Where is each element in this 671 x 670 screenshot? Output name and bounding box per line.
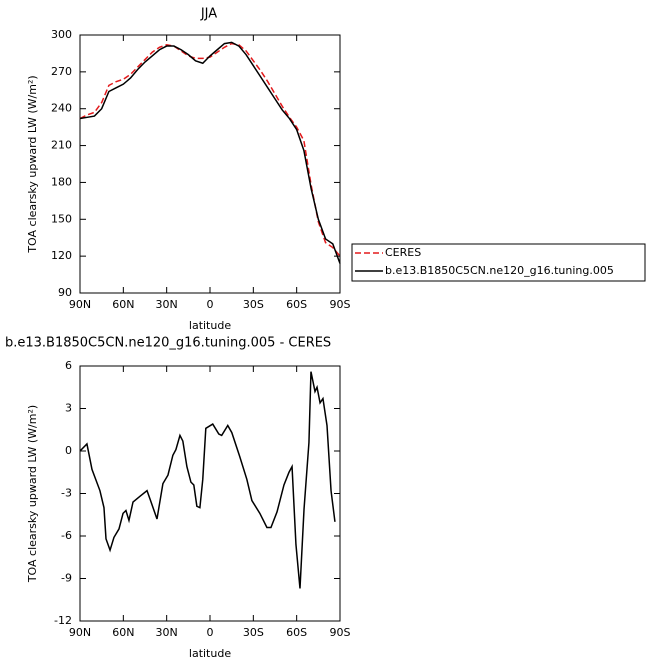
y-axis-label: TOA clearsky upward LW (W/m²) <box>26 405 39 583</box>
x-tick-label: 30N <box>156 626 178 639</box>
chart-title: b.e13.B1850C5CN.ne120_g16.tuning.005 - C… <box>5 336 331 351</box>
y-tick-label: 150 <box>51 212 72 225</box>
series-line <box>79 42 341 257</box>
x-tick-label: 90S <box>330 626 351 639</box>
y-tick-label: -12 <box>54 614 72 627</box>
legend-box <box>351 243 646 282</box>
x-tick-label: 60N <box>112 626 134 639</box>
y-tick-label: 6 <box>65 359 72 372</box>
x-tick-label: 90S <box>330 298 351 311</box>
x-tick-label: 0 <box>207 626 214 639</box>
x-axis-label: latitude <box>189 647 231 660</box>
series-line <box>79 41 341 264</box>
y-axis-label: TOA clearsky upward LW (W/m²) <box>26 75 39 253</box>
legend-label: CERES <box>385 246 421 259</box>
series-line <box>79 371 336 589</box>
y-tick-label: 3 <box>65 402 72 415</box>
x-tick-label: 30N <box>156 298 178 311</box>
y-tick-label: -9 <box>61 572 72 585</box>
x-tick-label: 60N <box>112 298 134 311</box>
y-tick-label: 180 <box>51 175 72 188</box>
y-tick-label: -6 <box>61 529 72 542</box>
x-tick-label: 0 <box>207 298 214 311</box>
y-tick-label: 120 <box>51 249 72 262</box>
x-tick-label: 90N <box>69 626 91 639</box>
x-axis-label: latitude <box>189 319 231 332</box>
x-tick-label: 30S <box>243 298 264 311</box>
y-tick-label: 270 <box>51 65 72 78</box>
x-tick-label: 30S <box>243 626 264 639</box>
plot-frame <box>79 34 341 294</box>
legend-label: b.e13.B1850C5CN.ne120_g16.tuning.005 <box>385 264 614 277</box>
x-tick-label: 60S <box>286 298 307 311</box>
y-tick-label: 0 <box>65 444 72 457</box>
y-tick-label: 300 <box>51 28 72 41</box>
y-tick-label: 210 <box>51 139 72 152</box>
x-tick-label: 90N <box>69 298 91 311</box>
y-tick-label: -3 <box>61 487 72 500</box>
x-tick-label: 60S <box>286 626 307 639</box>
chart-title: JJA <box>200 7 217 22</box>
y-tick-label: 90 <box>58 286 72 299</box>
y-tick-label: 240 <box>51 102 72 115</box>
